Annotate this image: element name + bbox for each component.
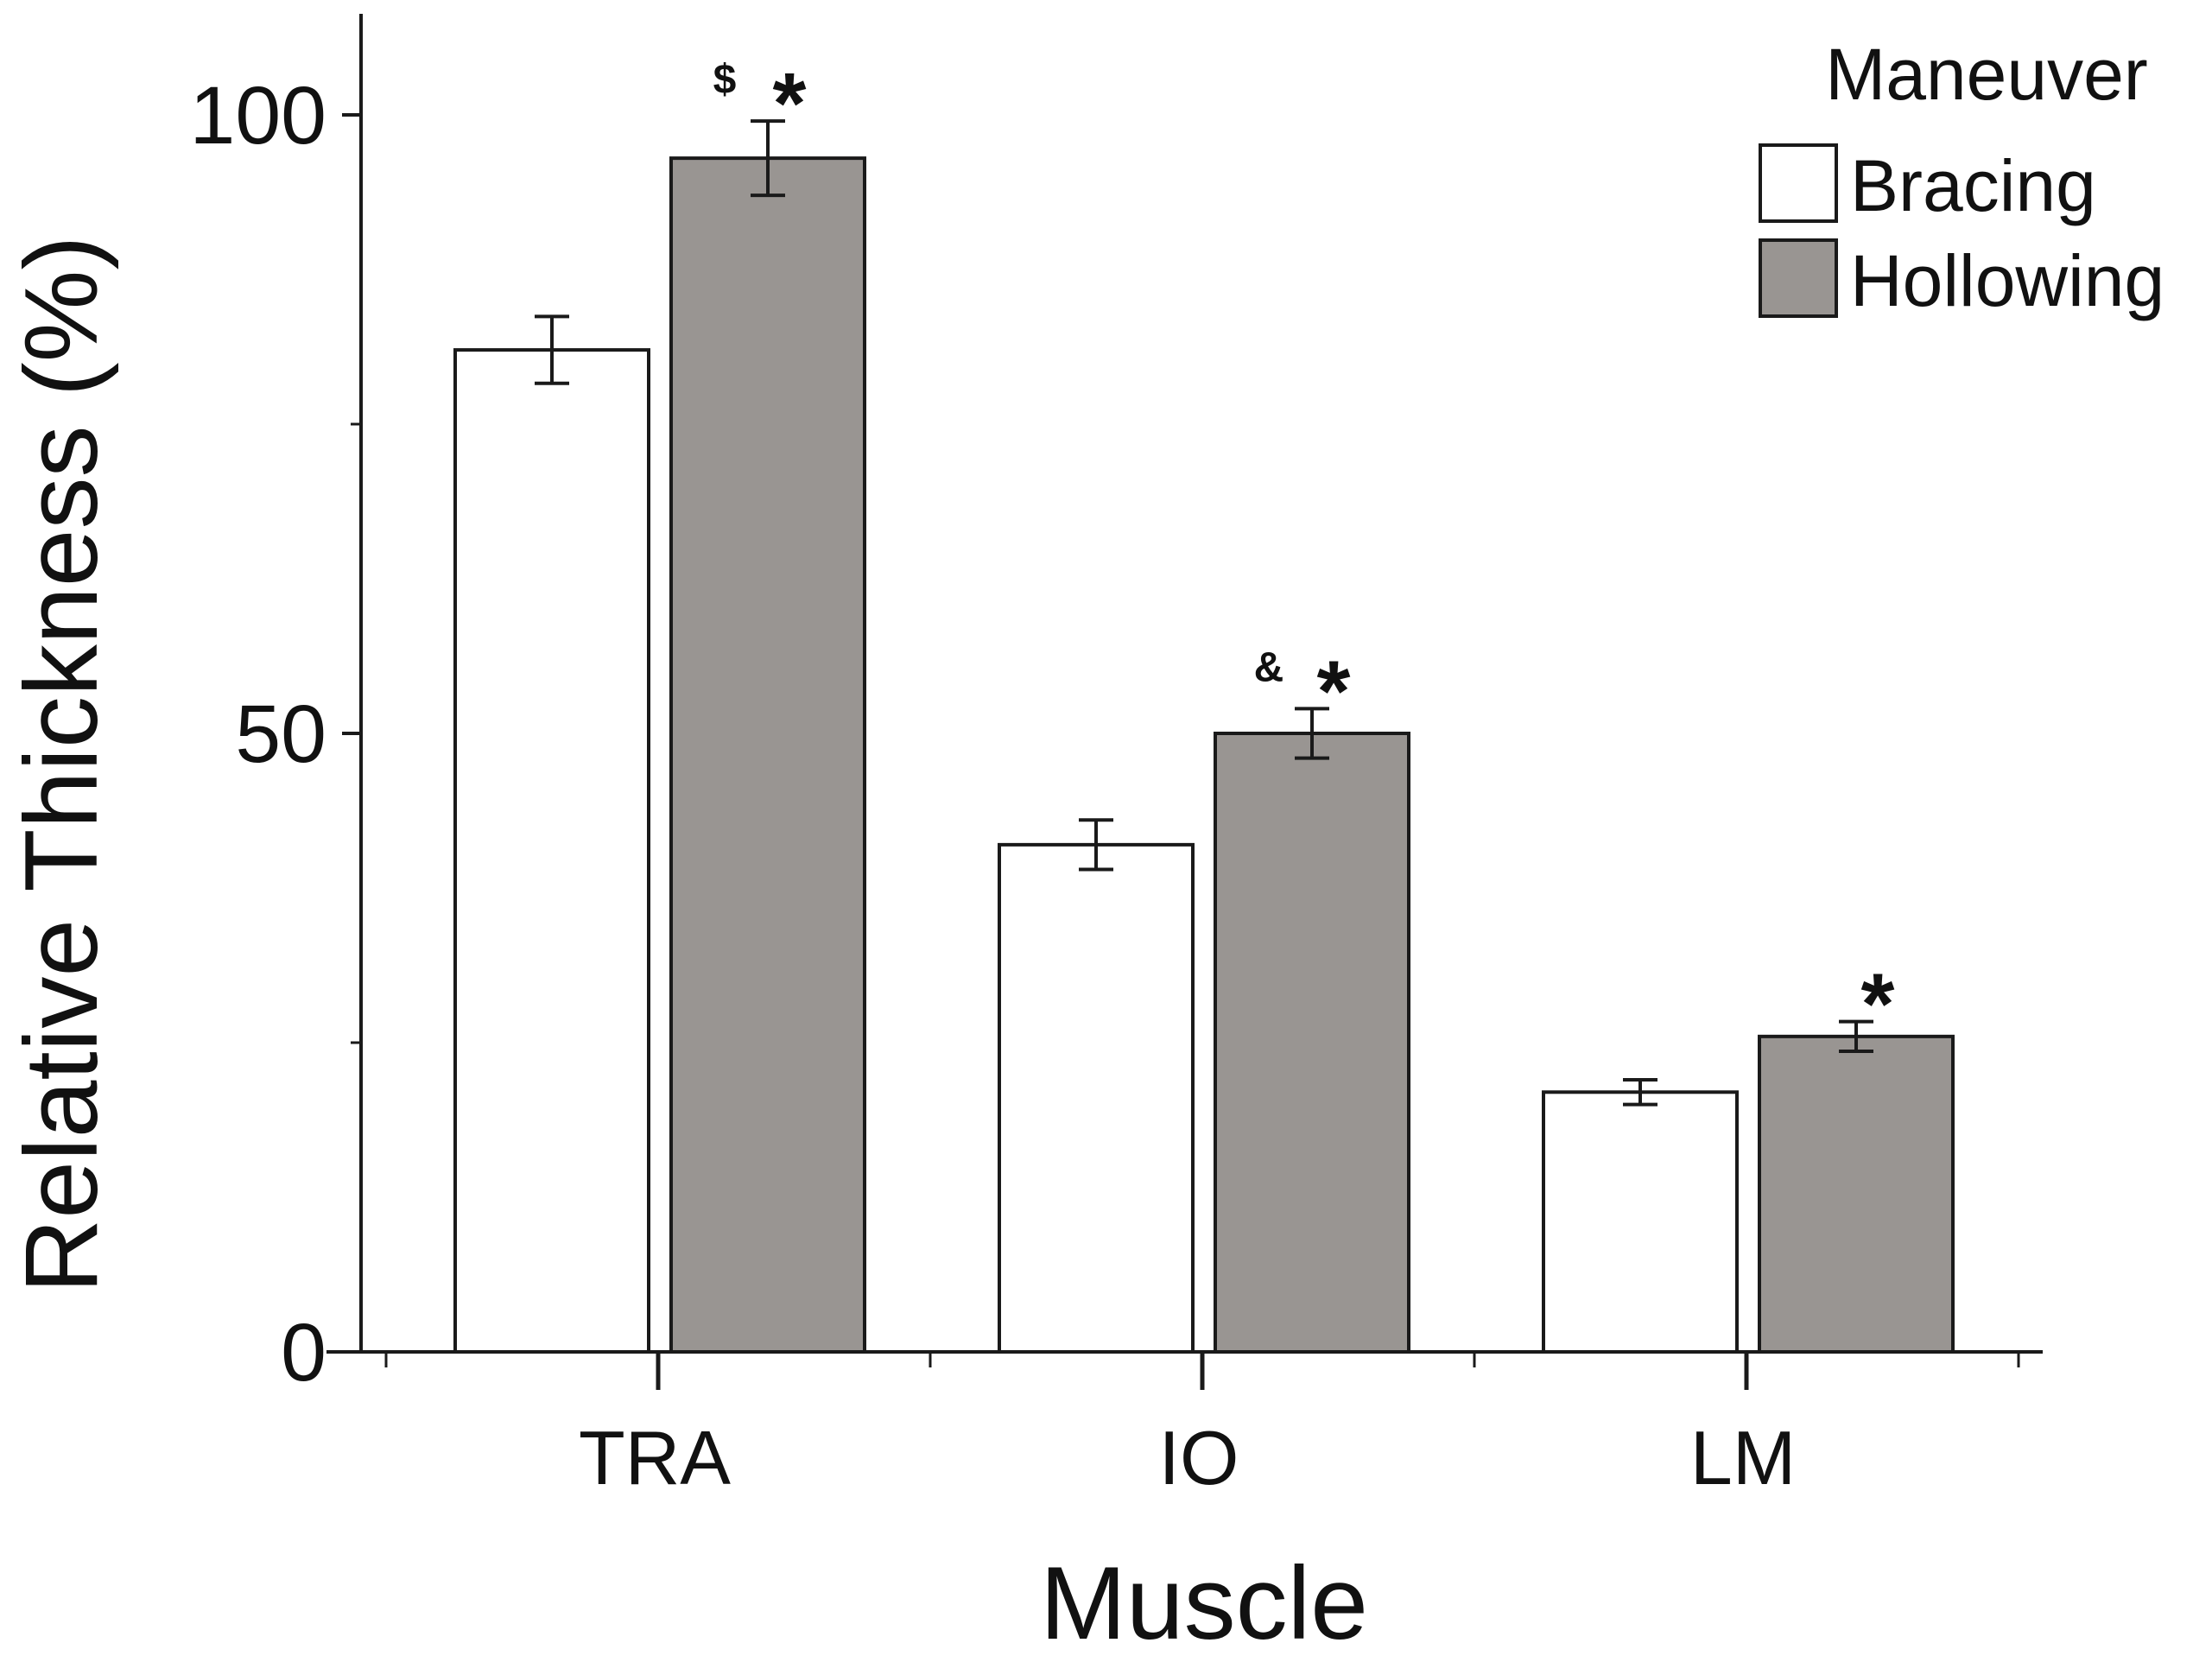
legend-label-hollowing: Hollowing — [1850, 240, 2164, 321]
significance-star-lm: * — [1861, 956, 1895, 1053]
bar-hollowing-io — [1214, 732, 1410, 1354]
bar-bracing-lm — [1542, 1090, 1739, 1354]
legend-swatch-bracing — [1759, 143, 1838, 223]
x-tick-label-tra: TRA — [579, 1415, 731, 1500]
bar-bracing-tra — [453, 348, 650, 1354]
bar-hollowing-tra — [669, 156, 866, 1354]
x-tick-label-io: IO — [1159, 1415, 1239, 1500]
significance-symbol-tra: $ — [713, 57, 737, 103]
bar-bracing-io — [998, 842, 1195, 1354]
y-axis-label: Relative Thickness (%) — [3, 236, 119, 1294]
y-tick-label: 50 — [235, 688, 326, 780]
legend: Maneuver Bracing Hollowing — [1759, 34, 2164, 321]
y-tick-label: 100 — [189, 70, 326, 162]
x-tick-label-lm: LM — [1690, 1415, 1796, 1500]
significance-star-tra: * — [773, 55, 807, 152]
y-tick-label: 0 — [281, 1307, 326, 1399]
legend-title: Maneuver — [1825, 34, 2148, 115]
significance-symbol-io: & — [1254, 644, 1284, 690]
legend-swatch-hollowing — [1759, 238, 1838, 318]
legend-label-bracing: Bracing — [1850, 145, 2096, 226]
x-axis-label: Muscle — [1040, 1545, 1368, 1661]
significance-star-io: * — [1317, 643, 1351, 739]
bar-hollowing-lm — [1758, 1034, 1955, 1354]
